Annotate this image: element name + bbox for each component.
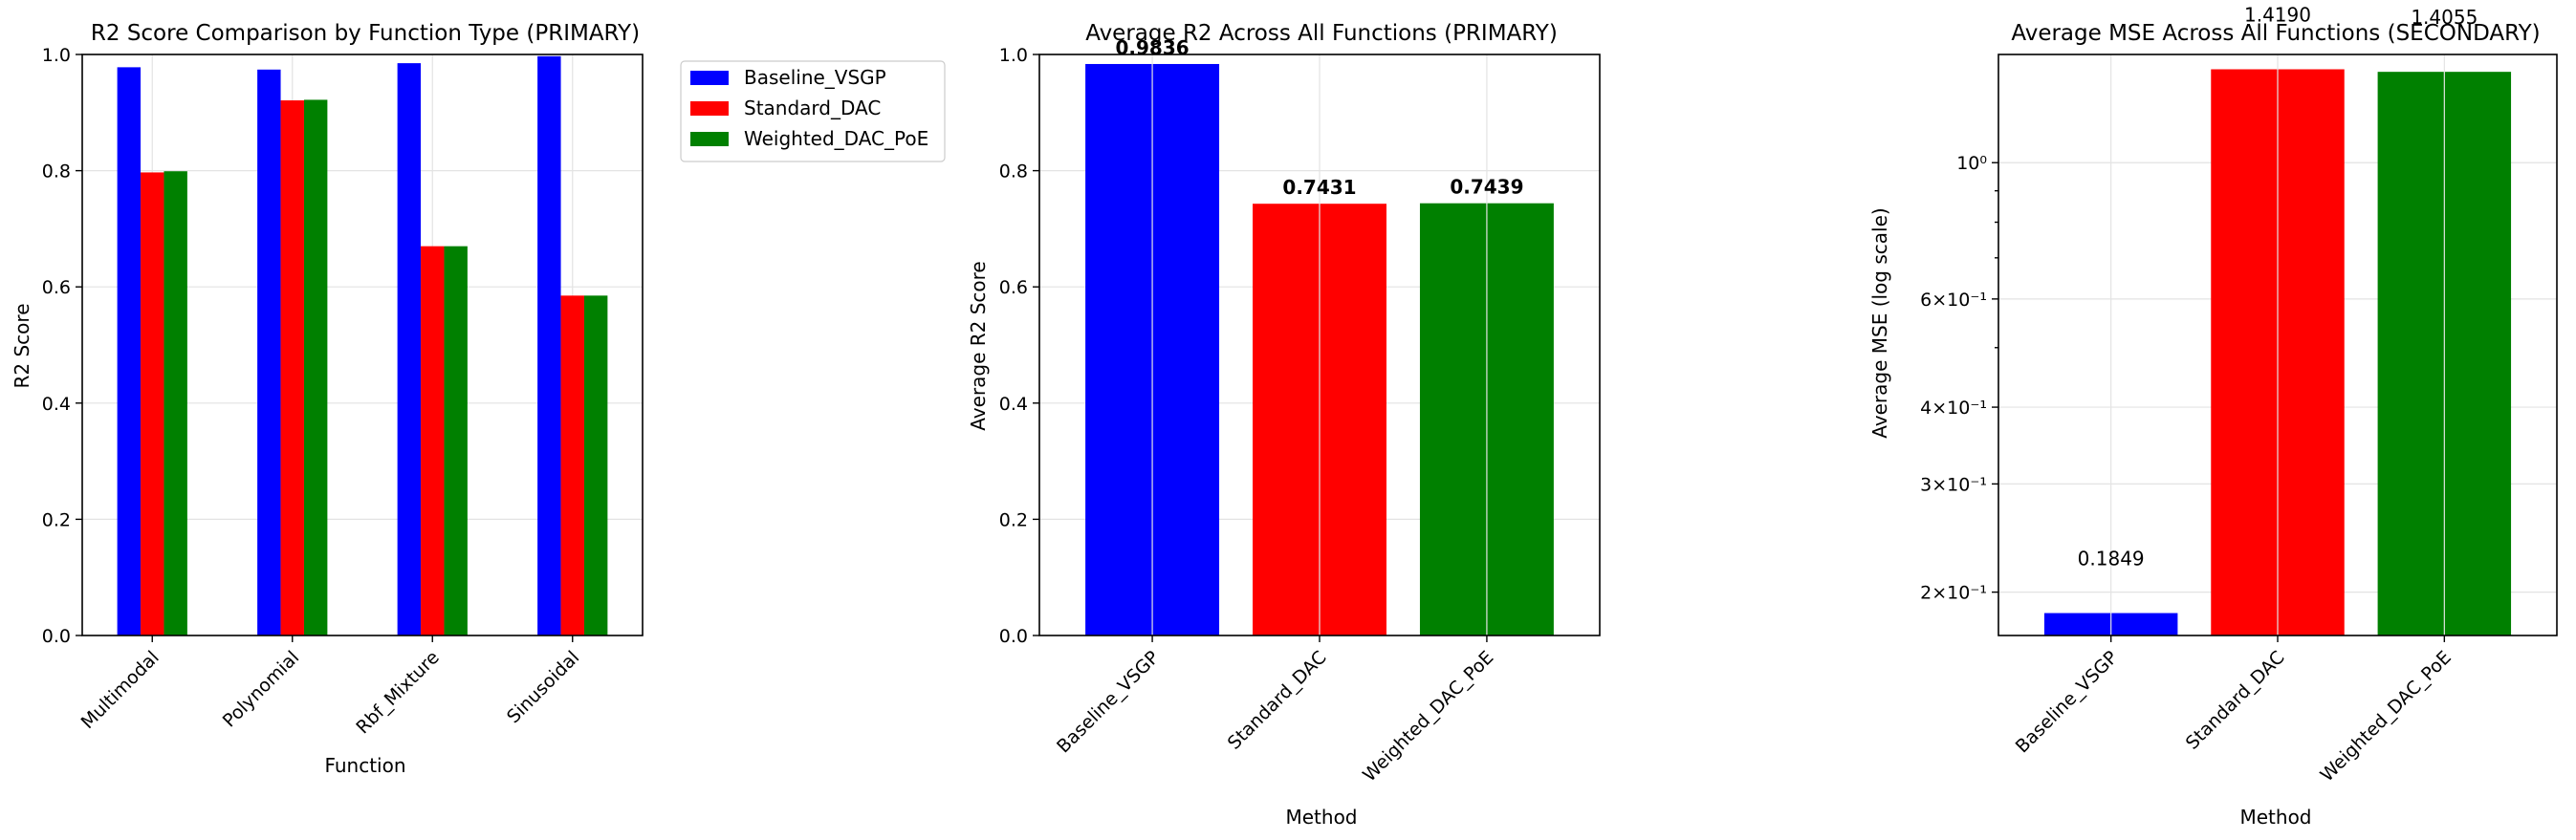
chart1-xlabel: Function (324, 754, 405, 777)
chart1-bar-weighted-dac-poe (303, 99, 328, 635)
chart1-bar-standard-dac (141, 172, 164, 635)
chart3-data-label: 1.4190 (2244, 4, 2311, 27)
chart1-title: R2 Score Comparison by Function Type (PR… (91, 21, 640, 46)
chart1-bar-baseline-vsgp (397, 63, 422, 636)
chart1-ytick-label: 0.8 (42, 162, 71, 183)
chart1-ytick-label: 0.4 (42, 394, 71, 415)
chart3-ytick-label: 3×10⁻¹ (1920, 474, 1987, 495)
chart1-bar-weighted-dac-poe (444, 246, 468, 635)
r2-by-function-chart: R2 Score Comparison by Function Type (PR… (11, 21, 946, 777)
legend-label: Standard_DAC (744, 97, 881, 119)
chart3-xtick-label: Weighted_DAC_PoE (2316, 647, 2455, 786)
chart3-ytick-label: 2×10⁻¹ (1920, 583, 1987, 604)
chart2-data-label: 0.7439 (1450, 176, 1523, 199)
chart3-ytick-label: 4×10⁻¹ (1920, 398, 1987, 419)
avg-r2-chart: Average R2 Across All Functions (PRIMARY… (967, 21, 1601, 829)
chart3-xlabel: Method (2239, 806, 2311, 829)
chart1-legend: Baseline_VSGP Standard_DAC Weighted_DAC_Po… (680, 60, 946, 162)
chart3-ytick-label: 10⁰ (1956, 153, 1987, 174)
chart2-ytick-label: 0.2 (999, 509, 1028, 530)
chart1-xtick-label: Multimodal (77, 647, 164, 733)
chart1-bar-weighted-dac-poe (164, 171, 187, 635)
chart1-bar-baseline-vsgp (117, 67, 142, 636)
chart1-ytick-label: 1.0 (42, 45, 71, 66)
chart1-bar-standard-dac (421, 246, 445, 635)
chart2-ytick-label: 1.0 (999, 45, 1028, 66)
chart2-ylabel: Average R2 Score (967, 261, 990, 430)
chart2-xtick-label: Baseline_VSGP (1053, 647, 1163, 757)
chart2-title: Average R2 Across All Functions (PRIMARY… (1085, 21, 1558, 46)
avg-mse-chart: Average MSE Across All Functions (SECOND… (1868, 4, 2558, 829)
chart2-ytick-label: 0.8 (999, 162, 1028, 183)
chart2-ytick-label: 0.4 (999, 394, 1028, 415)
legend-label: Weighted_DAC_PoE (744, 127, 928, 150)
chart1-axes-frame (81, 54, 644, 636)
chart2-xlabel: Method (1285, 806, 1357, 829)
chart1-bar-weighted-dac-poe (583, 295, 608, 635)
legend-frame (680, 60, 946, 162)
chart3-data-label: 1.4055 (2411, 6, 2478, 29)
chart2-ytick-label: 0.0 (999, 626, 1028, 647)
chart3-ytick-label: 6×10⁻¹ (1920, 290, 1987, 311)
chart3-xtick-label: Standard_DAC (2182, 647, 2289, 754)
chart3-xtick-label: Baseline_VSGP (2012, 647, 2122, 757)
chart1-bar-standard-dac (560, 295, 584, 635)
chart1-ytick-label: 0.2 (42, 509, 71, 530)
chart2-data-label: 0.9836 (1115, 36, 1189, 59)
chart1-bar-baseline-vsgp (257, 69, 281, 636)
chart1-ytick-label: 0.0 (42, 626, 71, 647)
legend-swatch (690, 132, 729, 146)
chart2-xtick-label: Standard_DAC (1224, 647, 1331, 754)
chart1-bar-baseline-vsgp (537, 55, 561, 636)
legend-swatch (690, 71, 729, 85)
chart3-ylabel: Average MSE (log scale) (1868, 207, 1891, 438)
chart1-ylabel: R2 Score (11, 304, 33, 389)
chart1-xtick-label: Polynomial (219, 647, 304, 732)
chart2-data-label: 0.7431 (1282, 176, 1356, 199)
legend-swatch (690, 101, 729, 116)
chart1-xtick-label: Sinusoidal (503, 647, 583, 727)
chart3-title: Average MSE Across All Functions (SECOND… (2011, 21, 2540, 46)
legend-label: Baseline_VSGP (744, 66, 886, 89)
chart2-xtick-label: Weighted_DAC_PoE (1359, 647, 1497, 786)
chart2-ytick-label: 0.6 (999, 277, 1028, 298)
chart1-bar-standard-dac (280, 100, 304, 636)
chart1-ytick-label: 0.6 (42, 277, 71, 298)
chart1-xtick-label: Rbf_Mixture (352, 647, 443, 738)
chart3-data-label: 0.1849 (2078, 548, 2145, 571)
